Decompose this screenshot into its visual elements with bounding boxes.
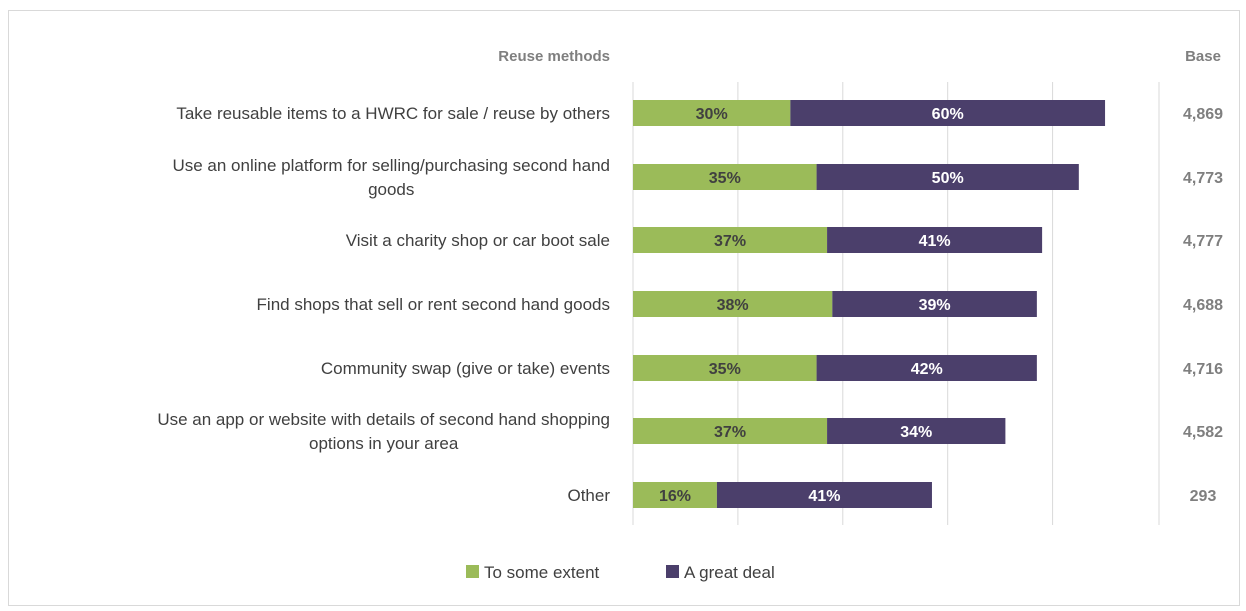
base-value: 4,777 (1183, 233, 1223, 250)
data-label: 50% (932, 170, 964, 187)
category-label: Take reusable items to a HWRC for sale /… (176, 104, 610, 123)
bar-segment (633, 482, 717, 508)
bars: 30% 60% 35% 50% 37% 41% 38% 39% 35% 42% 37% 34% 16% 4… (633, 100, 1106, 508)
bar-segment (633, 227, 828, 253)
data-label: 42% (911, 361, 943, 378)
bar-segment (633, 291, 833, 317)
bar-segment (633, 164, 817, 190)
category-label-line: options in your area (309, 434, 459, 453)
bar-segment (832, 291, 1037, 317)
legend-swatch (466, 565, 479, 578)
data-label: 30% (696, 106, 728, 123)
data-label: 35% (709, 361, 741, 378)
bar-segment (827, 227, 1043, 253)
category-label: Visit a charity shop or car boot sale (346, 231, 610, 250)
data-label: 35% (709, 170, 741, 187)
bar-segment (716, 482, 932, 508)
base-values: 4,869 4,773 4,777 4,688 4,716 4,582 293 (1183, 106, 1223, 505)
base-value: 4,716 (1183, 361, 1223, 378)
bar-segment (816, 164, 1079, 190)
base-value: 4,773 (1183, 170, 1223, 187)
base-value: 4,869 (1183, 106, 1223, 123)
base-value: 4,688 (1183, 297, 1223, 314)
data-label: 37% (714, 233, 746, 250)
category-label: Community swap (give or take) events (321, 359, 610, 378)
data-label: 41% (919, 233, 951, 250)
data-label: 39% (919, 297, 951, 314)
data-label: 16% (659, 488, 691, 505)
bar-segment (633, 418, 828, 444)
data-label: 37% (714, 424, 746, 441)
category-label: Find shops that sell or rent second hand… (257, 295, 610, 314)
category-label-line: goods (368, 180, 414, 199)
bar-segment (633, 100, 791, 126)
bar-segment (790, 100, 1106, 126)
legend-label: To some extent (484, 563, 600, 582)
base-value: 4,582 (1183, 424, 1223, 441)
data-label: 34% (900, 424, 932, 441)
categories-header: Reuse methods (498, 48, 610, 65)
category-label: Use an online platform for selling/purch… (172, 156, 610, 199)
base-value: 293 (1190, 488, 1217, 505)
category-label-line: Use an online platform for selling/purch… (172, 156, 610, 175)
bar-segment (827, 418, 1006, 444)
category-label-line: Use an app or website with details of se… (157, 410, 610, 429)
category-label: Use an app or website with details of se… (157, 410, 610, 453)
data-label: 60% (932, 106, 964, 123)
base-header: Base (1185, 48, 1221, 65)
legend-swatch (666, 565, 679, 578)
data-label: 38% (717, 297, 749, 314)
data-label: 41% (808, 488, 840, 505)
category-label: Other (567, 486, 610, 505)
legend-label: A great deal (684, 563, 775, 582)
bar-segment (633, 355, 817, 381)
bar-segment (816, 355, 1037, 381)
legend: To some extent A great deal (466, 563, 775, 582)
category-labels: Take reusable items to a HWRC for sale /… (157, 104, 610, 505)
